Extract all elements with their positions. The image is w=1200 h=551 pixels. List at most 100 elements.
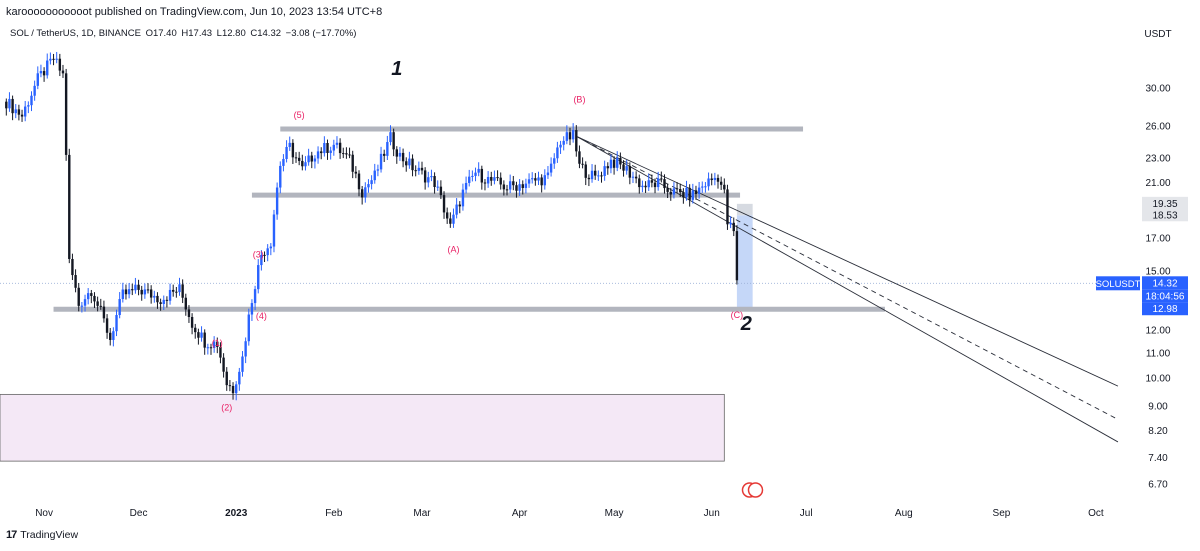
candle-body [442, 195, 446, 213]
candle-body [729, 222, 732, 225]
candle-body [508, 181, 512, 190]
price-badge-text: 18.53 [1152, 210, 1177, 221]
candle-body [90, 293, 93, 296]
candle-body [537, 177, 540, 181]
candle-body [581, 163, 584, 165]
candle-body [732, 222, 735, 232]
candle-body [367, 184, 370, 188]
candle-body [96, 301, 99, 306]
candle-body [159, 302, 162, 304]
candle-body [505, 189, 509, 191]
candle-body [411, 158, 414, 171]
candle-body [357, 173, 361, 190]
candle-body [250, 303, 254, 315]
candle-body [656, 178, 660, 188]
candle-body [153, 295, 156, 298]
candle-body [219, 346, 222, 358]
channel-line-2 [576, 135, 1119, 420]
candle-body [414, 170, 417, 172]
candle-body [603, 166, 606, 177]
candle-body [398, 152, 402, 157]
y-tick-label: 10.00 [1145, 374, 1170, 385]
candle-body [685, 187, 688, 198]
candle-body [263, 254, 266, 256]
candle-body [427, 177, 430, 183]
candle-body [682, 192, 685, 198]
x-tick-label: Oct [1088, 508, 1104, 519]
candle-body [354, 171, 358, 174]
candle-body [376, 169, 380, 171]
candle-body [225, 371, 228, 386]
candle-body [704, 186, 707, 188]
legend-close: C14.32 [250, 28, 282, 39]
candle-body [631, 176, 635, 178]
candle-body [716, 177, 720, 182]
candle-body [461, 189, 465, 207]
candle-body [301, 160, 304, 167]
candle-body [587, 177, 591, 180]
x-tick-label: Dec [130, 508, 148, 519]
x-tick-label: Sep [993, 508, 1011, 519]
candle-body [571, 130, 575, 140]
candle-body [669, 191, 672, 195]
candle-body [672, 188, 676, 195]
candle-body [386, 142, 389, 156]
candle-body [149, 289, 153, 298]
y-tick-label: 21.00 [1145, 178, 1170, 189]
candle-body [285, 146, 288, 159]
candle-body [320, 151, 323, 154]
candle-body [14, 109, 17, 114]
candle-body [42, 71, 46, 76]
candle-body [279, 165, 282, 188]
candle-body [64, 73, 68, 155]
candle-body [8, 98, 11, 109]
candle-body [187, 309, 191, 317]
candle-body [209, 347, 213, 349]
candle-body [483, 182, 487, 184]
candle-body [335, 142, 339, 145]
candle-body [244, 341, 247, 357]
event-marker-icon [747, 482, 764, 498]
candle-body [436, 186, 439, 188]
candle-body [77, 287, 80, 306]
y-tick-label: 8.20 [1148, 426, 1168, 437]
candle-body [304, 162, 307, 167]
candle-body [272, 214, 276, 247]
candle-body [723, 184, 726, 190]
candle-body [719, 181, 723, 185]
price-badge-bg [1142, 196, 1188, 210]
candle-body [345, 153, 348, 155]
candle-body [206, 347, 210, 349]
candle-body [247, 314, 250, 342]
candle-body [86, 293, 90, 300]
y-tick-label: 9.00 [1148, 401, 1168, 412]
candle-body [58, 58, 62, 71]
candle-body [389, 132, 392, 143]
support-zone [0, 393, 725, 462]
candle-body [241, 356, 244, 372]
footer[interactable]: 17 TradingView [6, 529, 78, 541]
candle-body [452, 214, 455, 224]
candle-body [590, 170, 594, 180]
candle-body [713, 177, 717, 181]
candle-body [612, 159, 616, 168]
candle-body [342, 153, 345, 155]
tradingview-logo-icon: 17 [6, 529, 17, 541]
candle-body [701, 186, 704, 188]
candle-body [234, 384, 238, 394]
y-tick-label: 30.00 [1145, 84, 1170, 95]
candle-body [99, 305, 102, 307]
candle-body [351, 154, 354, 172]
candle-body [556, 147, 559, 159]
candle-body [332, 144, 336, 151]
candle-body [634, 176, 638, 179]
candle-body [691, 190, 695, 200]
candle-body [439, 186, 443, 196]
candle-body [697, 187, 701, 194]
candle-body [71, 258, 74, 276]
candle-body [638, 178, 641, 188]
candle-body [200, 332, 203, 338]
candle-body [190, 316, 194, 328]
